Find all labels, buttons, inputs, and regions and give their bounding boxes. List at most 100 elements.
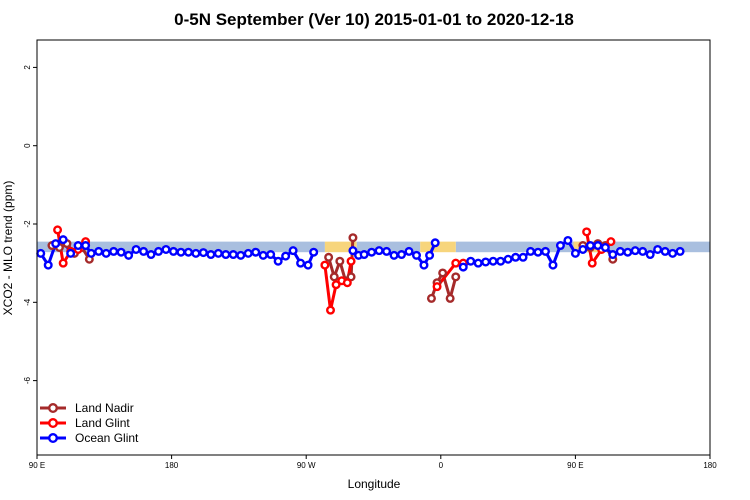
land-nadir-point-1-2	[335, 256, 345, 266]
ocean-glint-point-0-5	[73, 241, 83, 251]
ocean-glint-point-0-9	[101, 248, 111, 258]
ocean-glint-point-1-11	[425, 250, 435, 260]
ocean-glint-point-0-11	[116, 247, 126, 257]
ocean-glint-point-0-35	[296, 258, 306, 268]
legend-marker-land-glint	[48, 418, 59, 429]
x-tick-label-4: 90 E	[567, 461, 583, 470]
y-tick-label-1: 0	[23, 143, 32, 148]
ocean-glint-point-0-19	[176, 247, 186, 257]
ocean-glint-point-0-18	[168, 246, 178, 256]
series-lines	[36, 225, 685, 315]
ocean-glint-point-0-1	[43, 260, 53, 270]
ocean-glint-point-2-11	[540, 246, 550, 256]
land-band-1	[420, 241, 456, 253]
ocean-glint-point-0-25	[221, 250, 231, 260]
ocean-band-1	[356, 241, 421, 253]
ocean-glint-point-2-12	[548, 260, 558, 270]
ocean-glint-point-1-6	[389, 250, 399, 260]
ocean-glint-point-0-14	[139, 246, 149, 256]
land-glint-point-0-0	[53, 225, 63, 235]
ocean-glint-point-1-4	[374, 246, 384, 256]
ocean-glint-point-2-6	[503, 254, 513, 264]
ocean-glint-point-2-9	[526, 246, 536, 256]
ocean-glint-point-2-19	[600, 242, 610, 252]
x-tick-label-0: 90 E	[29, 461, 45, 470]
land-nadir-point-2-3	[445, 293, 455, 303]
ocean-glint-point-0-6	[81, 241, 91, 251]
ocean-glint-point-2-7	[511, 252, 521, 262]
legend-item-land-glint: Land Glint	[40, 416, 130, 430]
ocean-glint-point-2-13	[555, 241, 565, 251]
ocean-glint-point-0-15	[146, 250, 156, 260]
ocean-glint-point-2-28	[668, 248, 678, 258]
y-tick-label-2: -2	[23, 220, 32, 228]
chart-title: 0-5N September (Ver 10) 2015-01-01 to 20…	[174, 10, 574, 29]
y-tick-label-3: -4	[23, 298, 32, 306]
land-glint-point-1-4	[342, 278, 352, 288]
ocean-glint-point-1-7	[397, 250, 407, 260]
ocean-glint-point-0-10	[109, 246, 119, 256]
ocean-glint-point-0-34	[288, 246, 298, 256]
ocean-glint-point-0-27	[236, 250, 246, 260]
ocean-glint-point-0-4	[66, 248, 76, 258]
ocean-glint-point-2-5	[496, 256, 506, 266]
legend-label-land-nadir: Land Nadir	[75, 401, 134, 415]
ocean-glint-point-0-7	[86, 248, 96, 258]
ocean-glint-point-2-1	[466, 256, 476, 266]
ocean-glint-point-1-2	[359, 250, 369, 260]
ocean-glint-point-0-31	[266, 250, 276, 260]
ocean-glint-point-0-13	[131, 244, 141, 254]
legend-label-land-glint: Land Glint	[75, 416, 130, 430]
ocean-glint-point-1-8	[404, 246, 414, 256]
x-tick-label-5: 180	[703, 461, 717, 470]
land-glint-point-2-0	[432, 282, 442, 292]
ocean-glint-point-0-20	[183, 247, 193, 257]
ocean-band-0	[37, 241, 325, 253]
ocean-glint-point-2-25	[645, 250, 655, 260]
legend-item-ocean-glint: Ocean Glint	[40, 431, 139, 445]
land-nadir-point-2-2	[438, 268, 448, 278]
ocean-glint-point-1-0	[348, 246, 358, 256]
ocean-glint-point-2-2	[473, 258, 483, 268]
ocean-glint-point-1-12	[430, 238, 440, 248]
ocean-glint-point-2-27	[660, 246, 670, 256]
ocean-glint-point-2-24	[638, 246, 648, 256]
ocean-glint-point-0-22	[198, 248, 208, 258]
ocean-glint-point-1-5	[382, 246, 392, 256]
ocean-glint-point-0-29	[251, 247, 261, 257]
legend-marker-ocean-glint	[48, 433, 59, 444]
land-glint-point-3-3	[606, 237, 616, 247]
y-tick-label-0: 2	[23, 65, 32, 70]
land-band-0	[324, 241, 357, 253]
legend-label-ocean-glint: Ocean Glint	[75, 431, 139, 445]
ocean-glint-point-0-30	[258, 250, 268, 260]
ocean-glint-point-0-28	[243, 248, 253, 258]
land-glint-point-1-2	[331, 280, 341, 290]
x-tick-label-3: 0	[439, 461, 444, 470]
x-axis-label: Longitude	[348, 477, 401, 491]
y-axis-label: XCO2 - MLO trend (ppm)	[1, 181, 15, 316]
ocean-glint-point-0-33	[281, 251, 291, 261]
ocean-glint-point-2-20	[608, 250, 618, 260]
ocean-glint-point-2-14	[563, 235, 573, 245]
ocean-glint-point-2-15	[570, 248, 580, 258]
ocean-glint-point-2-3	[481, 257, 491, 267]
plot-frame	[36, 39, 711, 456]
ocean-glint-point-2-8	[518, 252, 528, 262]
ocean-glint-point-0-21	[191, 248, 201, 258]
legend-item-land-nadir: Land Nadir	[40, 401, 134, 415]
land-glint-point-3-0	[582, 227, 592, 237]
ocean-glint-point-1-9	[411, 250, 421, 260]
ocean-glint-point-0-37	[309, 247, 319, 257]
land-glint-point-2-1	[451, 258, 461, 268]
x-tick-label-2: 90 W	[297, 461, 316, 470]
ocean-glint-point-2-22	[623, 247, 633, 257]
ocean-glint-point-0-32	[273, 256, 283, 266]
ocean-glint-point-0-26	[228, 250, 238, 260]
land-nadir-point-1-0	[324, 252, 334, 262]
land-nadir-point-1-4	[346, 272, 356, 282]
y-axis: 2 0 -2 -4 -6	[23, 65, 37, 384]
ocean-glint-point-2-17	[585, 241, 595, 251]
ocean-glint-point-2-18	[593, 241, 603, 251]
land-glint-point-1-0	[320, 260, 330, 270]
